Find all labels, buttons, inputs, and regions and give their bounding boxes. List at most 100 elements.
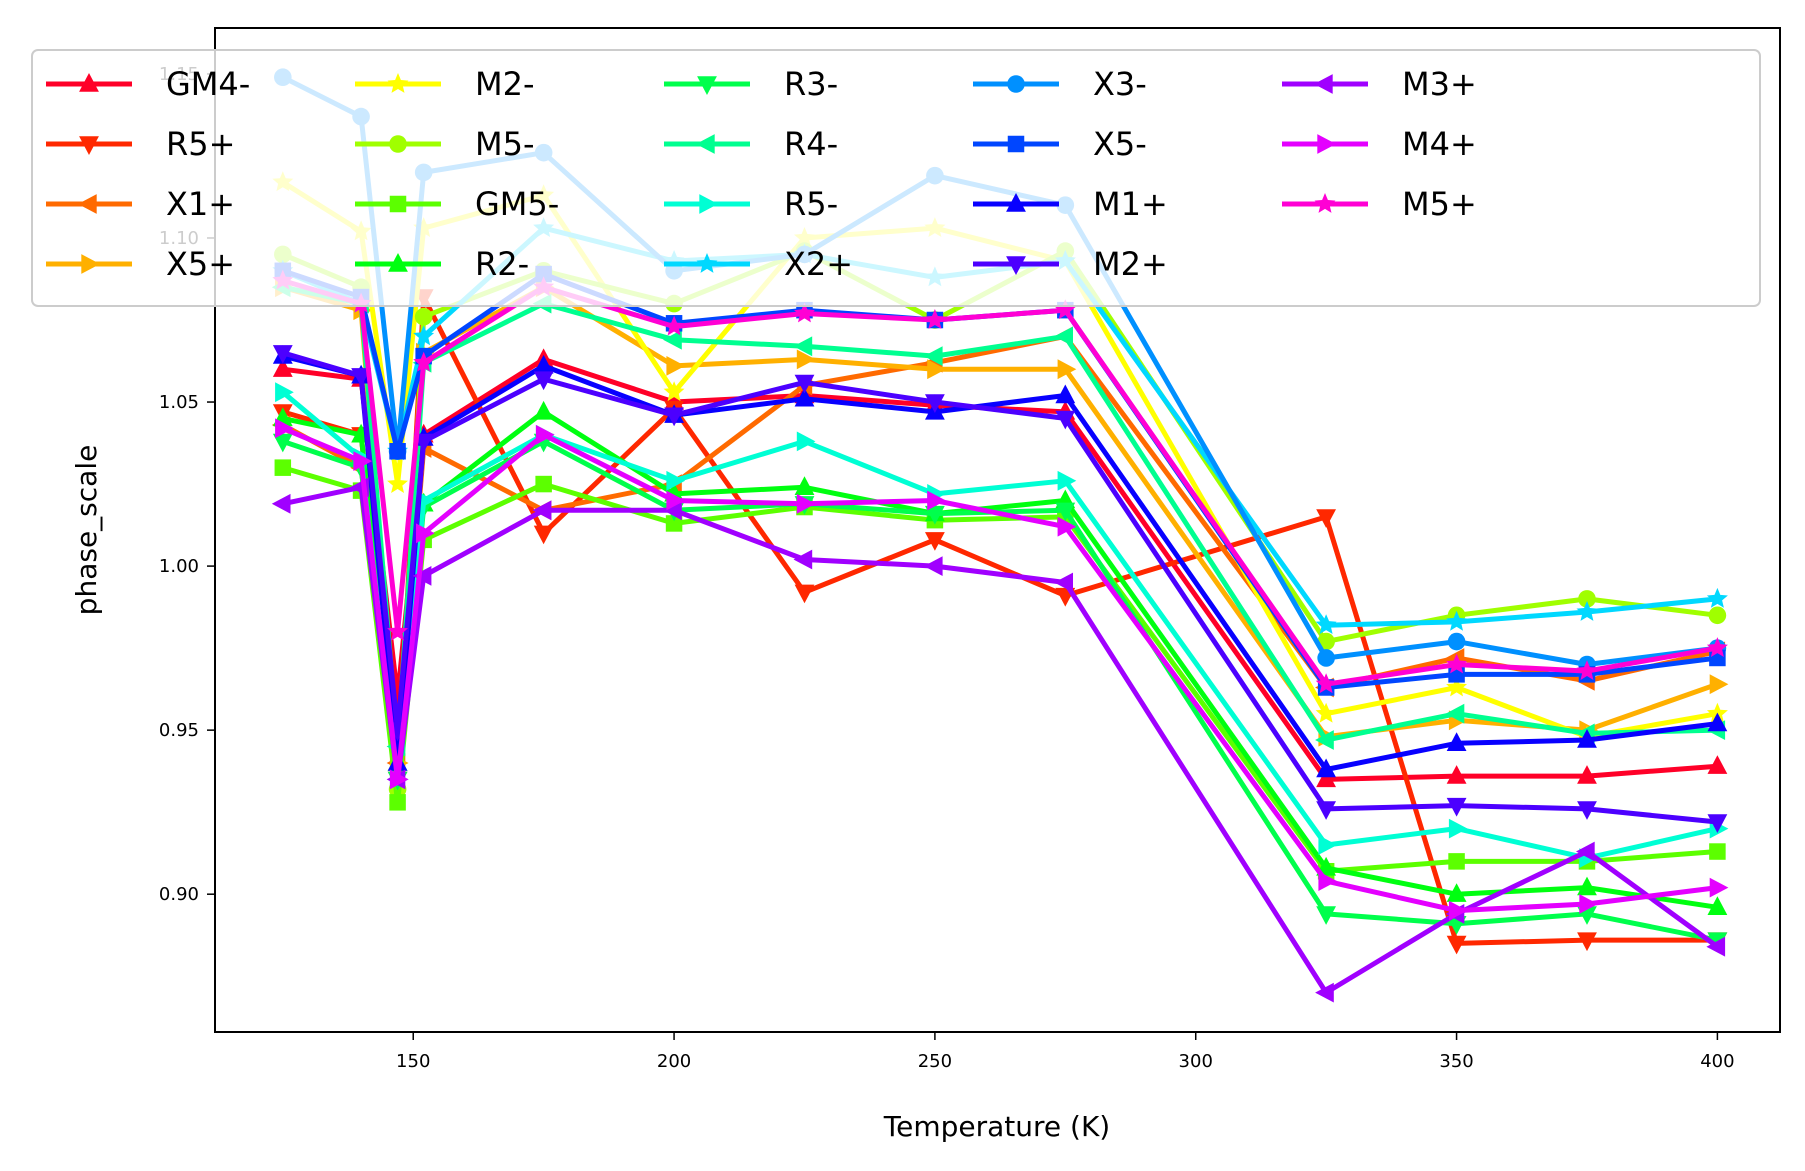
legend-item: M5+ [1282, 185, 1477, 223]
data-point [389, 443, 406, 460]
data-point [1317, 649, 1335, 667]
data-point [793, 549, 813, 570]
x-tick-label: 300 [1179, 1051, 1213, 1072]
data-point [923, 556, 943, 576]
legend-item: M5- [355, 125, 535, 163]
data-point [923, 346, 943, 366]
legend-marker [79, 73, 99, 92]
data-point [1054, 572, 1073, 593]
legend-marker [388, 253, 408, 272]
legend-marker [1314, 193, 1336, 213]
data-point [1315, 702, 1337, 723]
data-point [794, 584, 815, 604]
data-point [533, 354, 554, 374]
data-point [413, 351, 435, 372]
data-point [1446, 765, 1467, 784]
data-point [663, 500, 682, 521]
data-point [1706, 637, 1728, 657]
data-point [925, 505, 945, 525]
data-point [1577, 876, 1597, 896]
data-point [1446, 935, 1467, 955]
data-point [666, 490, 686, 511]
plot-frame [214, 27, 1781, 1033]
x-tick-label: 150 [396, 1051, 430, 1072]
data-point [1446, 610, 1467, 631]
legend-label: R5- [784, 185, 838, 223]
data-point [272, 358, 293, 377]
legend-marker [79, 136, 99, 155]
data-point [271, 493, 291, 514]
legend-label: X1+ [166, 185, 235, 223]
legend-item: M4+ [1282, 125, 1477, 163]
legend-marker [1006, 193, 1026, 212]
data-point [1579, 894, 1598, 914]
data-point [1706, 936, 1726, 957]
x-axis: 150 200 250 300 350 400 [396, 1032, 1735, 1072]
data-point [794, 302, 815, 323]
data-point [927, 359, 946, 380]
legend-item: R4- [664, 125, 838, 163]
data-point [1709, 843, 1726, 860]
data-point [1315, 614, 1337, 634]
data-point [272, 433, 293, 453]
legend-item: M2+ [973, 245, 1168, 283]
y-tick-label: 1.05 [159, 392, 199, 413]
data-point [533, 525, 554, 545]
x-tick-label: 350 [1439, 1051, 1473, 1072]
data-point [351, 368, 371, 387]
data-point [794, 374, 815, 394]
legend-label: M2+ [1093, 245, 1168, 283]
legend-marker [1006, 256, 1026, 275]
legend-item: X1+ [46, 185, 235, 223]
data-point [1316, 758, 1336, 778]
data-point [1577, 932, 1597, 952]
legend-label: M5- [475, 125, 535, 163]
data-point [1576, 660, 1598, 680]
data-point [1706, 587, 1728, 608]
legend-marker [1007, 135, 1025, 153]
legend-label: GM4- [166, 65, 250, 103]
legend-marker [697, 76, 717, 95]
legend-label: R4- [784, 125, 838, 163]
legend-label: M2- [475, 65, 535, 103]
data-point [389, 794, 406, 811]
data-point [1707, 712, 1728, 732]
data-point [387, 473, 408, 493]
legend-item: R5- [664, 185, 838, 223]
data-point [794, 387, 815, 407]
data-point [1316, 768, 1336, 788]
data-point [412, 566, 432, 586]
y-tick-label: 0.95 [159, 720, 199, 741]
legend-label: X3- [1093, 65, 1147, 103]
legend-item: X5+ [46, 245, 235, 283]
legend-label: M4+ [1402, 125, 1477, 163]
data-point [663, 329, 682, 350]
legend-box [31, 49, 1761, 307]
data-point [353, 451, 373, 471]
data-point [272, 345, 293, 364]
legend-label: X2+ [784, 245, 853, 283]
data-point [1445, 703, 1465, 724]
legend-item: R2- [355, 245, 529, 283]
data-point [416, 523, 435, 544]
data-point [1446, 732, 1467, 751]
data-point [1057, 359, 1077, 380]
data-point [1316, 801, 1336, 820]
data-point [275, 418, 294, 439]
data-point [275, 382, 294, 403]
data-point [1577, 765, 1597, 784]
data-point [533, 371, 554, 391]
legend-label: M1+ [1093, 185, 1168, 223]
legend-item: X3- [973, 65, 1147, 103]
y-tick-label: 1.00 [159, 556, 199, 577]
data-point [1057, 470, 1077, 491]
data-point [1446, 676, 1467, 697]
legend-marker [387, 73, 409, 93]
data-point [665, 515, 683, 532]
legend-marker [1314, 74, 1333, 94]
legend-marker [78, 194, 97, 214]
legend-marker [389, 195, 407, 213]
data-point [1054, 326, 1073, 347]
data-point [666, 356, 686, 376]
